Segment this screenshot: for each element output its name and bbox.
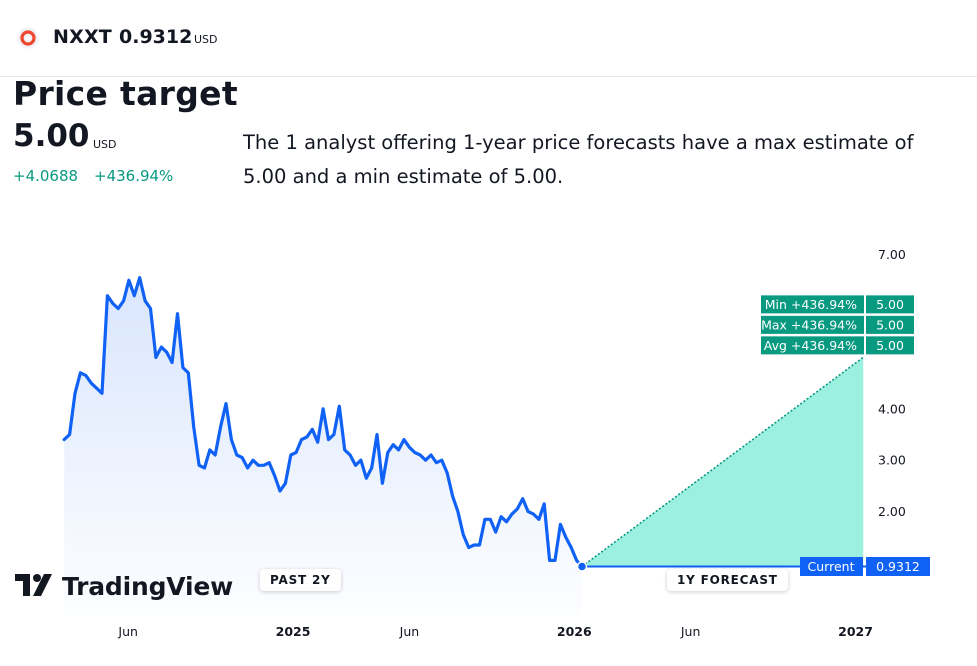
- y-tick-label: 7.00: [878, 247, 906, 262]
- target-value-box: [866, 315, 914, 334]
- target-value-box: [866, 295, 914, 314]
- forecast-period-label: 1Y FORECAST: [667, 569, 788, 591]
- past-period-label: PAST 2Y: [260, 569, 341, 591]
- last-price: 0.9312: [119, 26, 193, 48]
- target-change-percent: +436.94%: [94, 167, 174, 185]
- y-tick-label: 4.00: [878, 401, 906, 416]
- target-label-text: Max +436.94%: [761, 317, 857, 332]
- page-title: Price target: [13, 74, 238, 113]
- top-bar: NXXT 0.9312 USD: [0, 0, 977, 77]
- current-label-box: [800, 557, 863, 576]
- target-value-text: 5.00: [876, 317, 904, 332]
- x-tick-label: Jun: [117, 624, 138, 639]
- forecast-description: The 1 analyst offering 1-year price fore…: [243, 131, 914, 188]
- price-history-area: [64, 277, 582, 615]
- target-value-box: [866, 336, 914, 355]
- target-label-box: [761, 315, 864, 334]
- tradingview-logo-icon: [15, 574, 52, 596]
- forecast-avg-line: [581, 356, 864, 568]
- x-tick-label: 2027: [838, 624, 873, 639]
- current-label-text: Current: [808, 559, 855, 574]
- target-change-absolute: +4.0688: [13, 167, 79, 185]
- tradingview-wordmark: TradingView: [62, 572, 233, 601]
- symbol-logo-icon: [17, 27, 39, 49]
- price-history-line: [62, 276, 584, 569]
- target-label-text: Min +436.94%: [765, 297, 857, 312]
- x-tick-label: 2026: [557, 624, 592, 639]
- y-tick-label: 2.00: [878, 504, 906, 519]
- target-label-text: Avg +436.94%: [764, 338, 857, 353]
- current-value-box: [866, 557, 930, 576]
- target-price: 5.00: [13, 118, 90, 154]
- target-value-text: 5.00: [876, 338, 904, 353]
- x-tick-label: Jun: [399, 624, 420, 639]
- price-currency: USD: [194, 33, 218, 46]
- current-price-point: [576, 561, 588, 572]
- target-value-text: 5.00: [876, 297, 904, 312]
- target-label-box: [761, 336, 864, 355]
- x-tick-label: Jun: [680, 624, 701, 639]
- forecast-range-area: [582, 357, 864, 567]
- target-label-box: [761, 295, 864, 314]
- current-value-text: 0.9312: [876, 559, 920, 574]
- target-currency: USD: [93, 138, 117, 151]
- symbol-name[interactable]: NXXT: [53, 26, 112, 48]
- y-tick-label: 3.00: [878, 453, 906, 468]
- x-tick-label: 2025: [276, 624, 311, 639]
